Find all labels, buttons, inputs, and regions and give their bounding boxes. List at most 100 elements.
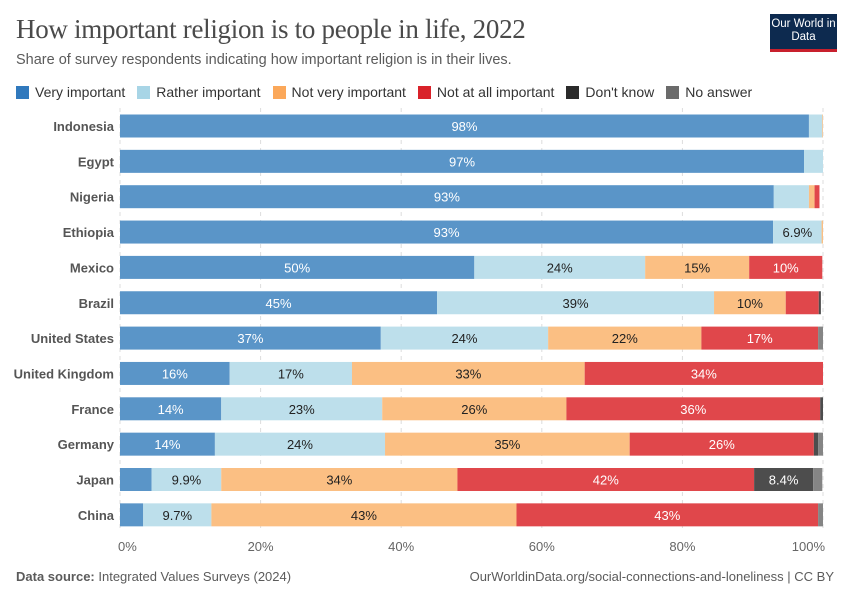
- data-label: 22%: [612, 331, 638, 346]
- bar-segment-don-t-know: [820, 397, 823, 421]
- bar-segment-don-t-know: [754, 468, 814, 491]
- data-label: 39%: [563, 296, 589, 311]
- data-label: 17%: [747, 331, 773, 346]
- bar-segment-no-answer: [818, 503, 823, 527]
- data-label: 93%: [434, 190, 460, 205]
- legend-item-not-very-important[interactable]: Not very important: [272, 84, 406, 100]
- data-label: 43%: [654, 508, 680, 523]
- bar-segment-very-important: [120, 291, 438, 315]
- data-source: Data source: Integrated Values Surveys (…: [16, 569, 291, 584]
- owid-logo[interactable]: Our World in Data: [770, 14, 837, 52]
- legend-label: Not very important: [291, 84, 406, 100]
- data-label: 50%: [284, 260, 310, 275]
- legend-swatch: [566, 85, 580, 99]
- data-label: 14%: [158, 402, 184, 417]
- legend-label: Very important: [35, 84, 126, 100]
- bar-segment-not-very-important: [221, 468, 458, 491]
- category-label: Germany: [58, 437, 115, 452]
- data-label: 8.4%: [769, 473, 799, 488]
- chart-title: How important religion is to people in l…: [16, 14, 526, 44]
- legend-swatch: [16, 85, 29, 99]
- category-label: Egypt: [78, 154, 115, 169]
- bar-segment-not-at-all-important: [516, 503, 819, 527]
- x-tick-label: 80%: [669, 539, 695, 554]
- legend-swatch: [137, 85, 151, 99]
- category-label: United Kingdom: [14, 366, 114, 381]
- bar-segment-rather-important: [143, 503, 212, 527]
- data-label: 6.9%: [783, 225, 813, 240]
- bar-segment-rather-important: [773, 185, 809, 209]
- legend-label: Don't know: [585, 84, 655, 100]
- bar-segment-not-at-all-important: [566, 397, 821, 421]
- bar-segment-very-important: [120, 255, 475, 279]
- bar-segment-very-important: [120, 220, 774, 244]
- bar-segment-very-important: [120, 185, 774, 209]
- bar-segment-not-very-important: [822, 114, 823, 138]
- legend-item-no-answer[interactable]: No answer: [666, 84, 752, 100]
- data-label: 97%: [449, 154, 475, 169]
- category-label: Mexico: [70, 260, 114, 275]
- bar-segment-not-very-important: [808, 185, 815, 209]
- data-label: 43%: [351, 508, 377, 523]
- bar-segment-not-very-important: [548, 326, 702, 350]
- data-label: 10%: [773, 260, 799, 275]
- bar-segment-very-important: [120, 149, 805, 173]
- bar-segment-rather-important: [804, 149, 823, 173]
- bar-segment-rather-important: [151, 468, 222, 491]
- bar-segment-not-at-all-important: [785, 291, 819, 315]
- data-label: 26%: [709, 437, 735, 452]
- bar-segment-don-t-know: [818, 291, 821, 315]
- bar-segment-rather-important: [474, 255, 646, 279]
- data-label: 15%: [684, 260, 710, 275]
- bar-segment-no-answer: [818, 432, 823, 456]
- data-label: 93%: [434, 225, 460, 240]
- legend-item-rather-important[interactable]: Rather important: [137, 84, 261, 100]
- data-label: 23%: [289, 402, 315, 417]
- bar-segment-not-at-all-important: [629, 432, 814, 456]
- x-tick-label: 20%: [248, 539, 274, 554]
- bar-segment-rather-important: [773, 220, 822, 244]
- data-label: 24%: [547, 260, 573, 275]
- legend-item-not-at-all-important[interactable]: Not at all important: [417, 84, 554, 100]
- x-tick-label: 0%: [118, 539, 137, 554]
- category-label: China: [78, 508, 115, 523]
- legend-swatch: [417, 85, 431, 99]
- category-label: Nigeria: [70, 190, 115, 205]
- legend-label: No answer: [685, 84, 753, 100]
- data-label: 16%: [162, 366, 188, 381]
- legend-item-very-important[interactable]: Very important: [16, 84, 125, 100]
- bar-segment-very-important: [120, 503, 144, 527]
- bar-segment-no-answer: [813, 468, 823, 491]
- bar-segment-rather-important: [380, 326, 549, 350]
- data-label: 35%: [494, 437, 520, 452]
- data-label: 98%: [451, 119, 477, 134]
- source-url[interactable]: OurWorldinData.org/social-connections-an…: [469, 569, 834, 584]
- bar-segment-very-important: [120, 114, 809, 138]
- source-text[interactable]: Integrated Values Surveys (2024): [98, 569, 292, 584]
- legend-item-don-t-know[interactable]: Don't know: [566, 84, 654, 100]
- data-label: 10%: [737, 296, 763, 311]
- bar-segment-rather-important: [221, 397, 383, 421]
- x-tick-label: 100%: [792, 539, 826, 554]
- legend-label: Rather important: [156, 84, 261, 100]
- data-label: 9.7%: [162, 508, 192, 523]
- data-label: 14%: [154, 437, 180, 452]
- category-label: France: [71, 402, 114, 417]
- x-tick-label: 60%: [529, 539, 555, 554]
- bar-segment-not-very-important: [211, 503, 517, 527]
- data-label: 42%: [593, 473, 619, 488]
- bar-segment-not-very-important: [385, 432, 630, 456]
- data-label: 26%: [461, 402, 487, 417]
- bar-segment-rather-important: [437, 291, 715, 315]
- chart-subtitle: Share of survey respondents indicating h…: [16, 52, 512, 68]
- data-label: 24%: [451, 331, 477, 346]
- bar-segment-don-t-know: [813, 432, 819, 456]
- bar-segment-very-important: [120, 361, 230, 385]
- legend: Very important Rather important Not very i…: [16, 84, 752, 100]
- bar-segment-rather-important: [808, 114, 823, 138]
- bar-segment-very-important: [120, 468, 152, 491]
- bar-segment-not-at-all-important: [584, 361, 823, 385]
- data-label: 37%: [237, 331, 263, 346]
- bar-segment-not-at-all-important: [749, 255, 823, 279]
- category-label: Japan: [76, 473, 114, 488]
